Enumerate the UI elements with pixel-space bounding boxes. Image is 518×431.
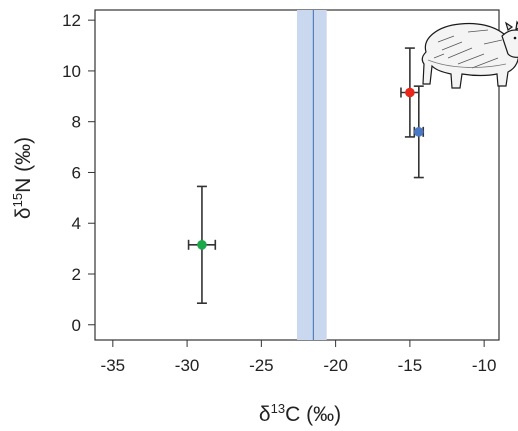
x-axis-title-main: C (‰) <box>285 403 341 426</box>
x-axis-title-prefix: δ <box>259 403 271 426</box>
data-point-group <box>413 85 425 179</box>
x-tick-label: -25 <box>249 356 274 375</box>
y-tick-label: 2 <box>72 265 81 284</box>
y-axis-title-prefix: δ <box>12 207 35 219</box>
x-tick-label: -10 <box>472 356 497 375</box>
data-point-group <box>400 47 420 138</box>
x-tick-label: -30 <box>175 356 200 375</box>
x-tick-label: -20 <box>323 356 348 375</box>
reference-band <box>297 10 327 340</box>
data-point-group <box>187 185 217 304</box>
reference-band-layer <box>297 10 327 340</box>
x-tick-label: -15 <box>398 356 423 375</box>
y-tick-label: 12 <box>62 11 81 30</box>
data-point <box>413 127 424 137</box>
data-point <box>197 240 207 250</box>
y-tick-label: 8 <box>72 113 81 132</box>
y-tick-label: 10 <box>62 62 81 81</box>
x-axis-title: δ13C (‰) <box>259 401 341 426</box>
data-point <box>405 87 415 98</box>
y-axis-title-main: N (‰) <box>12 137 35 193</box>
y-axis: 0 2 4 6 8 10 12 <box>62 11 95 335</box>
x-axis: -35 -30 -25 -20 -15 -10 <box>101 340 497 375</box>
y-tick-label: 6 <box>72 163 81 182</box>
y-axis-title-superscript: 15 <box>10 193 25 207</box>
x-axis-title-superscript: 13 <box>271 401 285 416</box>
x-tick-label: -35 <box>101 356 126 375</box>
y-tick-label: 0 <box>72 316 81 335</box>
data-marks <box>187 47 425 304</box>
y-tick-label: 4 <box>72 214 81 233</box>
hippopotamus-icon <box>421 20 518 89</box>
y-axis-title: δ15N (‰) <box>10 137 35 219</box>
